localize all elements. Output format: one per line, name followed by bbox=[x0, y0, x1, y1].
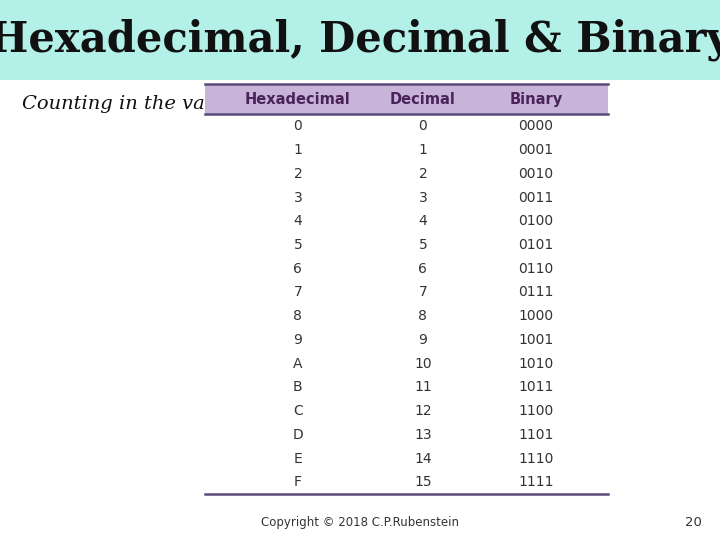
Text: 1110: 1110 bbox=[518, 451, 554, 465]
Text: 7: 7 bbox=[294, 286, 302, 299]
Text: Copyright © 2018 C.P.Rubenstein: Copyright © 2018 C.P.Rubenstein bbox=[261, 516, 459, 529]
Text: 10: 10 bbox=[414, 356, 432, 370]
Text: F: F bbox=[294, 475, 302, 489]
Text: 0100: 0100 bbox=[518, 214, 554, 228]
Text: 9: 9 bbox=[418, 333, 428, 347]
Text: 7: 7 bbox=[418, 286, 427, 299]
Text: 4: 4 bbox=[418, 214, 427, 228]
Text: 1010: 1010 bbox=[518, 356, 554, 370]
Text: 0011: 0011 bbox=[518, 191, 554, 205]
Text: 0101: 0101 bbox=[518, 238, 554, 252]
Text: 12: 12 bbox=[414, 404, 432, 418]
Text: 20: 20 bbox=[685, 516, 702, 529]
Text: Hexadecimal: Hexadecimal bbox=[245, 92, 351, 106]
Text: 1111: 1111 bbox=[518, 475, 554, 489]
Bar bbox=[205, 84, 608, 494]
Text: Decimal: Decimal bbox=[390, 92, 456, 106]
Text: 8: 8 bbox=[294, 309, 302, 323]
Text: 0110: 0110 bbox=[518, 262, 554, 276]
Text: 1101: 1101 bbox=[518, 428, 554, 442]
Text: 1100: 1100 bbox=[518, 404, 554, 418]
Text: A: A bbox=[293, 356, 302, 370]
Text: 2: 2 bbox=[418, 167, 427, 181]
Text: 11: 11 bbox=[414, 380, 432, 394]
Text: C: C bbox=[293, 404, 303, 418]
Text: D: D bbox=[292, 428, 303, 442]
Text: 3: 3 bbox=[294, 191, 302, 205]
Text: 2: 2 bbox=[294, 167, 302, 181]
Text: 1000: 1000 bbox=[518, 309, 554, 323]
Text: 9: 9 bbox=[294, 333, 302, 347]
Text: 13: 13 bbox=[414, 428, 432, 442]
Text: 15: 15 bbox=[414, 475, 432, 489]
Text: E: E bbox=[294, 451, 302, 465]
Text: 0001: 0001 bbox=[518, 143, 554, 157]
Text: 1011: 1011 bbox=[518, 380, 554, 394]
Text: 1: 1 bbox=[294, 143, 302, 157]
Text: 0: 0 bbox=[294, 119, 302, 133]
Text: 4: 4 bbox=[294, 214, 302, 228]
Text: Hexadecimal, Decimal & Binary: Hexadecimal, Decimal & Binary bbox=[0, 19, 720, 61]
Text: B: B bbox=[293, 380, 302, 394]
Text: 6: 6 bbox=[294, 262, 302, 276]
Text: 1: 1 bbox=[418, 143, 428, 157]
Text: 0111: 0111 bbox=[518, 286, 554, 299]
Text: 0000: 0000 bbox=[518, 119, 554, 133]
Text: 8: 8 bbox=[418, 309, 428, 323]
Text: Binary: Binary bbox=[509, 92, 562, 106]
Bar bbox=[0, 0, 720, 80]
Text: 14: 14 bbox=[414, 451, 432, 465]
Text: 1001: 1001 bbox=[518, 333, 554, 347]
Text: 5: 5 bbox=[294, 238, 302, 252]
Bar bbox=[205, 84, 608, 114]
Text: Counting in the various digital number systems: Counting in the various digital number s… bbox=[22, 95, 492, 113]
Text: 3: 3 bbox=[418, 191, 427, 205]
Text: 5: 5 bbox=[418, 238, 427, 252]
Text: 0: 0 bbox=[418, 119, 427, 133]
Text: 6: 6 bbox=[418, 262, 428, 276]
Text: 0010: 0010 bbox=[518, 167, 554, 181]
